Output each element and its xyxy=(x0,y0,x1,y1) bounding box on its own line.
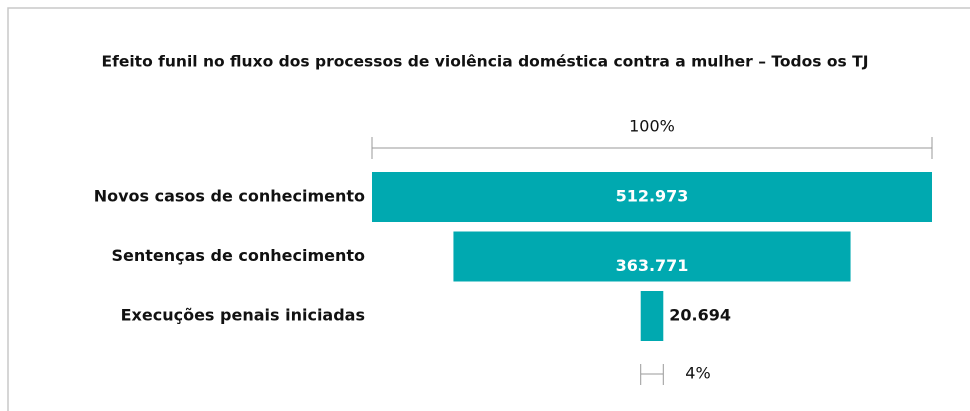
annotation: 4% xyxy=(685,364,710,383)
category-label: Novos casos de conhecimento xyxy=(94,187,365,206)
value-label: 20.694 xyxy=(669,306,731,325)
value-label: 363.771 xyxy=(616,256,689,275)
value-label: 512.973 xyxy=(616,187,689,206)
chart-title: Efeito funil no fluxo dos processos de v… xyxy=(102,53,869,71)
category-label: Execuções penais iniciadas xyxy=(121,306,365,325)
funnel-bar xyxy=(372,172,932,222)
annotation: 100% xyxy=(629,117,675,136)
category-label: Sentenças de conhecimento xyxy=(111,246,365,265)
funnel-bar xyxy=(453,231,851,282)
funnel-bar xyxy=(640,291,664,341)
frame xyxy=(7,7,970,411)
